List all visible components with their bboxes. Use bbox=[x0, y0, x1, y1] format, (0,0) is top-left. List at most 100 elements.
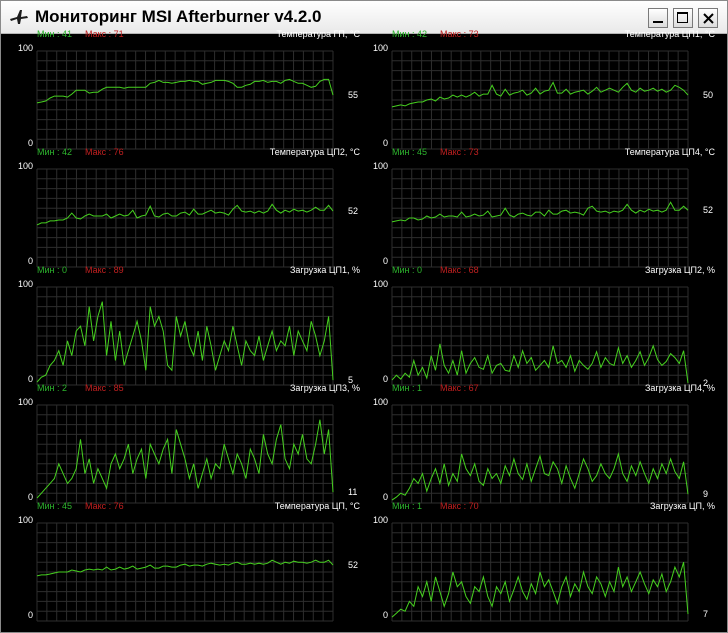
max-value-label: Макс : 85 bbox=[85, 383, 124, 393]
series-line bbox=[36, 78, 334, 104]
max-value-label: Макс : 70 bbox=[440, 501, 479, 511]
graph-title: Загрузка ЦП3, % bbox=[289, 383, 360, 393]
graph-grid bbox=[36, 286, 334, 386]
series-line bbox=[391, 562, 689, 618]
minimize-button[interactable] bbox=[648, 8, 668, 28]
graph-title: Загрузка ЦП2, % bbox=[644, 265, 715, 275]
title-bar[interactable]: Мониторинг MSI Afterburner v4.2.0 bbox=[1, 1, 727, 34]
current-value-label: 50 bbox=[703, 90, 714, 101]
max-value-label: Макс : 76 bbox=[85, 501, 124, 511]
current-value-label: 52 bbox=[348, 206, 359, 217]
min-value-label: Мин : 1 bbox=[392, 383, 423, 393]
graph-panel[interactable]: Мин : 2 Макс : 85 Загрузка ЦП3, % 100 0 11 bbox=[15, 383, 360, 504]
y-tick-min: 0 bbox=[27, 374, 33, 384]
y-tick-max: 100 bbox=[372, 43, 388, 53]
series-line bbox=[391, 81, 689, 108]
min-value-label: Мин : 42 bbox=[392, 29, 428, 39]
afterburner-plane-icon bbox=[10, 10, 28, 24]
y-tick-max: 100 bbox=[17, 279, 33, 289]
current-value-label: 5 bbox=[348, 375, 354, 386]
y-tick-max: 100 bbox=[17, 161, 33, 171]
min-value-label: Мин : 45 bbox=[392, 147, 428, 157]
series-line bbox=[36, 419, 334, 499]
max-value-label: Макс : 73 bbox=[440, 29, 479, 39]
maximize-button[interactable] bbox=[673, 8, 693, 28]
y-tick-max: 100 bbox=[372, 161, 388, 171]
max-value-label: Макс : 73 bbox=[440, 147, 479, 157]
graph-grid bbox=[391, 286, 689, 386]
max-value-label: Макс : 89 bbox=[85, 265, 124, 275]
series-line bbox=[391, 343, 689, 384]
min-value-label: Мин : 42 bbox=[37, 147, 73, 157]
graph-plot bbox=[391, 522, 689, 622]
y-tick-max: 100 bbox=[17, 397, 33, 407]
graph-panel[interactable]: Мин : 1 Макс : 67 Загрузка ЦП4, % 100 0 9 bbox=[370, 383, 715, 504]
graph-panel[interactable]: Мин : 0 Макс : 68 Загрузка ЦП2, % 100 0 2 bbox=[370, 265, 715, 388]
graph-panel[interactable]: Мин : 42 Макс : 76 Температура ЦП2, °C 100 0… bbox=[15, 147, 360, 268]
graph-grid bbox=[36, 50, 334, 150]
close-button[interactable] bbox=[698, 8, 718, 28]
current-value-label: 11 bbox=[348, 487, 358, 498]
graph-panel[interactable]: Мин : 0 Макс : 89 Загрузка ЦП1, % 100 0 5 bbox=[15, 265, 360, 386]
current-value-label: 52 bbox=[348, 560, 359, 571]
max-value-label: Макс : 71 bbox=[85, 29, 124, 39]
graph-panel[interactable]: Мин : 1 Макс : 70 Загрузка ЦП, % 100 0 7 bbox=[370, 501, 715, 622]
graph-grid bbox=[36, 168, 334, 268]
y-tick-min: 0 bbox=[27, 610, 33, 620]
graph-title: Температура ЦП4, °C bbox=[624, 147, 715, 157]
y-tick-max: 100 bbox=[372, 515, 388, 525]
y-tick-min: 0 bbox=[27, 138, 33, 148]
graph-panel[interactable]: Мин : 41 Макс : 71 Температура ГП, °C 100 0 5… bbox=[15, 29, 360, 150]
current-value-label: 52 bbox=[703, 205, 714, 216]
series-line bbox=[36, 203, 334, 226]
y-tick-min: 0 bbox=[27, 492, 33, 502]
current-value-label: 55 bbox=[348, 90, 359, 101]
current-value-label: 7 bbox=[703, 609, 709, 620]
graph-grid bbox=[391, 168, 689, 268]
graph-title: Загрузка ЦП, % bbox=[649, 501, 715, 511]
graph-panel[interactable]: Мин : 45 Макс : 73 Температура ЦП4, °C 100 0… bbox=[370, 147, 715, 268]
graph-plot bbox=[36, 522, 334, 622]
y-tick-max: 100 bbox=[17, 515, 33, 525]
y-tick-max: 100 bbox=[372, 397, 388, 407]
graph-plot bbox=[36, 168, 334, 268]
graph-title: Температура ЦП1, °C bbox=[624, 29, 715, 39]
y-tick-max: 100 bbox=[372, 279, 388, 289]
min-value-label: Мин : 0 bbox=[392, 265, 423, 275]
y-tick-min: 0 bbox=[382, 374, 388, 384]
series-line bbox=[36, 559, 334, 577]
graph-plot bbox=[391, 286, 689, 386]
current-value-label: 2 bbox=[703, 378, 709, 389]
y-tick-max: 100 bbox=[17, 43, 33, 53]
series-line bbox=[391, 452, 689, 501]
min-value-label: Мин : 45 bbox=[37, 501, 73, 511]
graph-plot bbox=[391, 404, 689, 504]
current-value-label: 9 bbox=[703, 489, 709, 500]
graph-plot bbox=[36, 50, 334, 150]
graph-title: Загрузка ЦП1, % bbox=[289, 265, 360, 275]
max-value-label: Макс : 68 bbox=[440, 265, 479, 275]
max-value-label: Макс : 76 bbox=[85, 147, 124, 157]
graph-plot bbox=[391, 50, 689, 150]
min-value-label: Мин : 1 bbox=[392, 501, 423, 511]
graph-plot bbox=[36, 286, 334, 386]
y-tick-min: 0 bbox=[382, 610, 388, 620]
y-tick-min: 0 bbox=[382, 492, 388, 502]
series-line bbox=[36, 301, 334, 383]
graph-title: Температура ЦП2, °C bbox=[269, 147, 360, 157]
window-title: Мониторинг MSI Afterburner v4.2.0 bbox=[35, 7, 322, 26]
graph-plot bbox=[36, 404, 334, 504]
graph-grid bbox=[391, 404, 689, 504]
close-icon bbox=[703, 13, 714, 24]
series-line bbox=[391, 201, 689, 223]
graph-panel[interactable]: Мин : 42 Макс : 73 Температура ЦП1, °C 100 0… bbox=[370, 29, 715, 150]
graph-panel[interactable]: Мин : 45 Макс : 76 Температура ЦП, °C 100 0 5… bbox=[15, 501, 360, 622]
graph-grid bbox=[36, 522, 334, 622]
min-value-label: Мин : 2 bbox=[37, 383, 68, 393]
graph-plot bbox=[391, 168, 689, 268]
y-tick-min: 0 bbox=[382, 256, 388, 266]
max-value-label: Макс : 67 bbox=[440, 383, 479, 393]
y-tick-min: 0 bbox=[27, 256, 33, 266]
graph-title: Температура ГП, °C bbox=[276, 29, 360, 39]
